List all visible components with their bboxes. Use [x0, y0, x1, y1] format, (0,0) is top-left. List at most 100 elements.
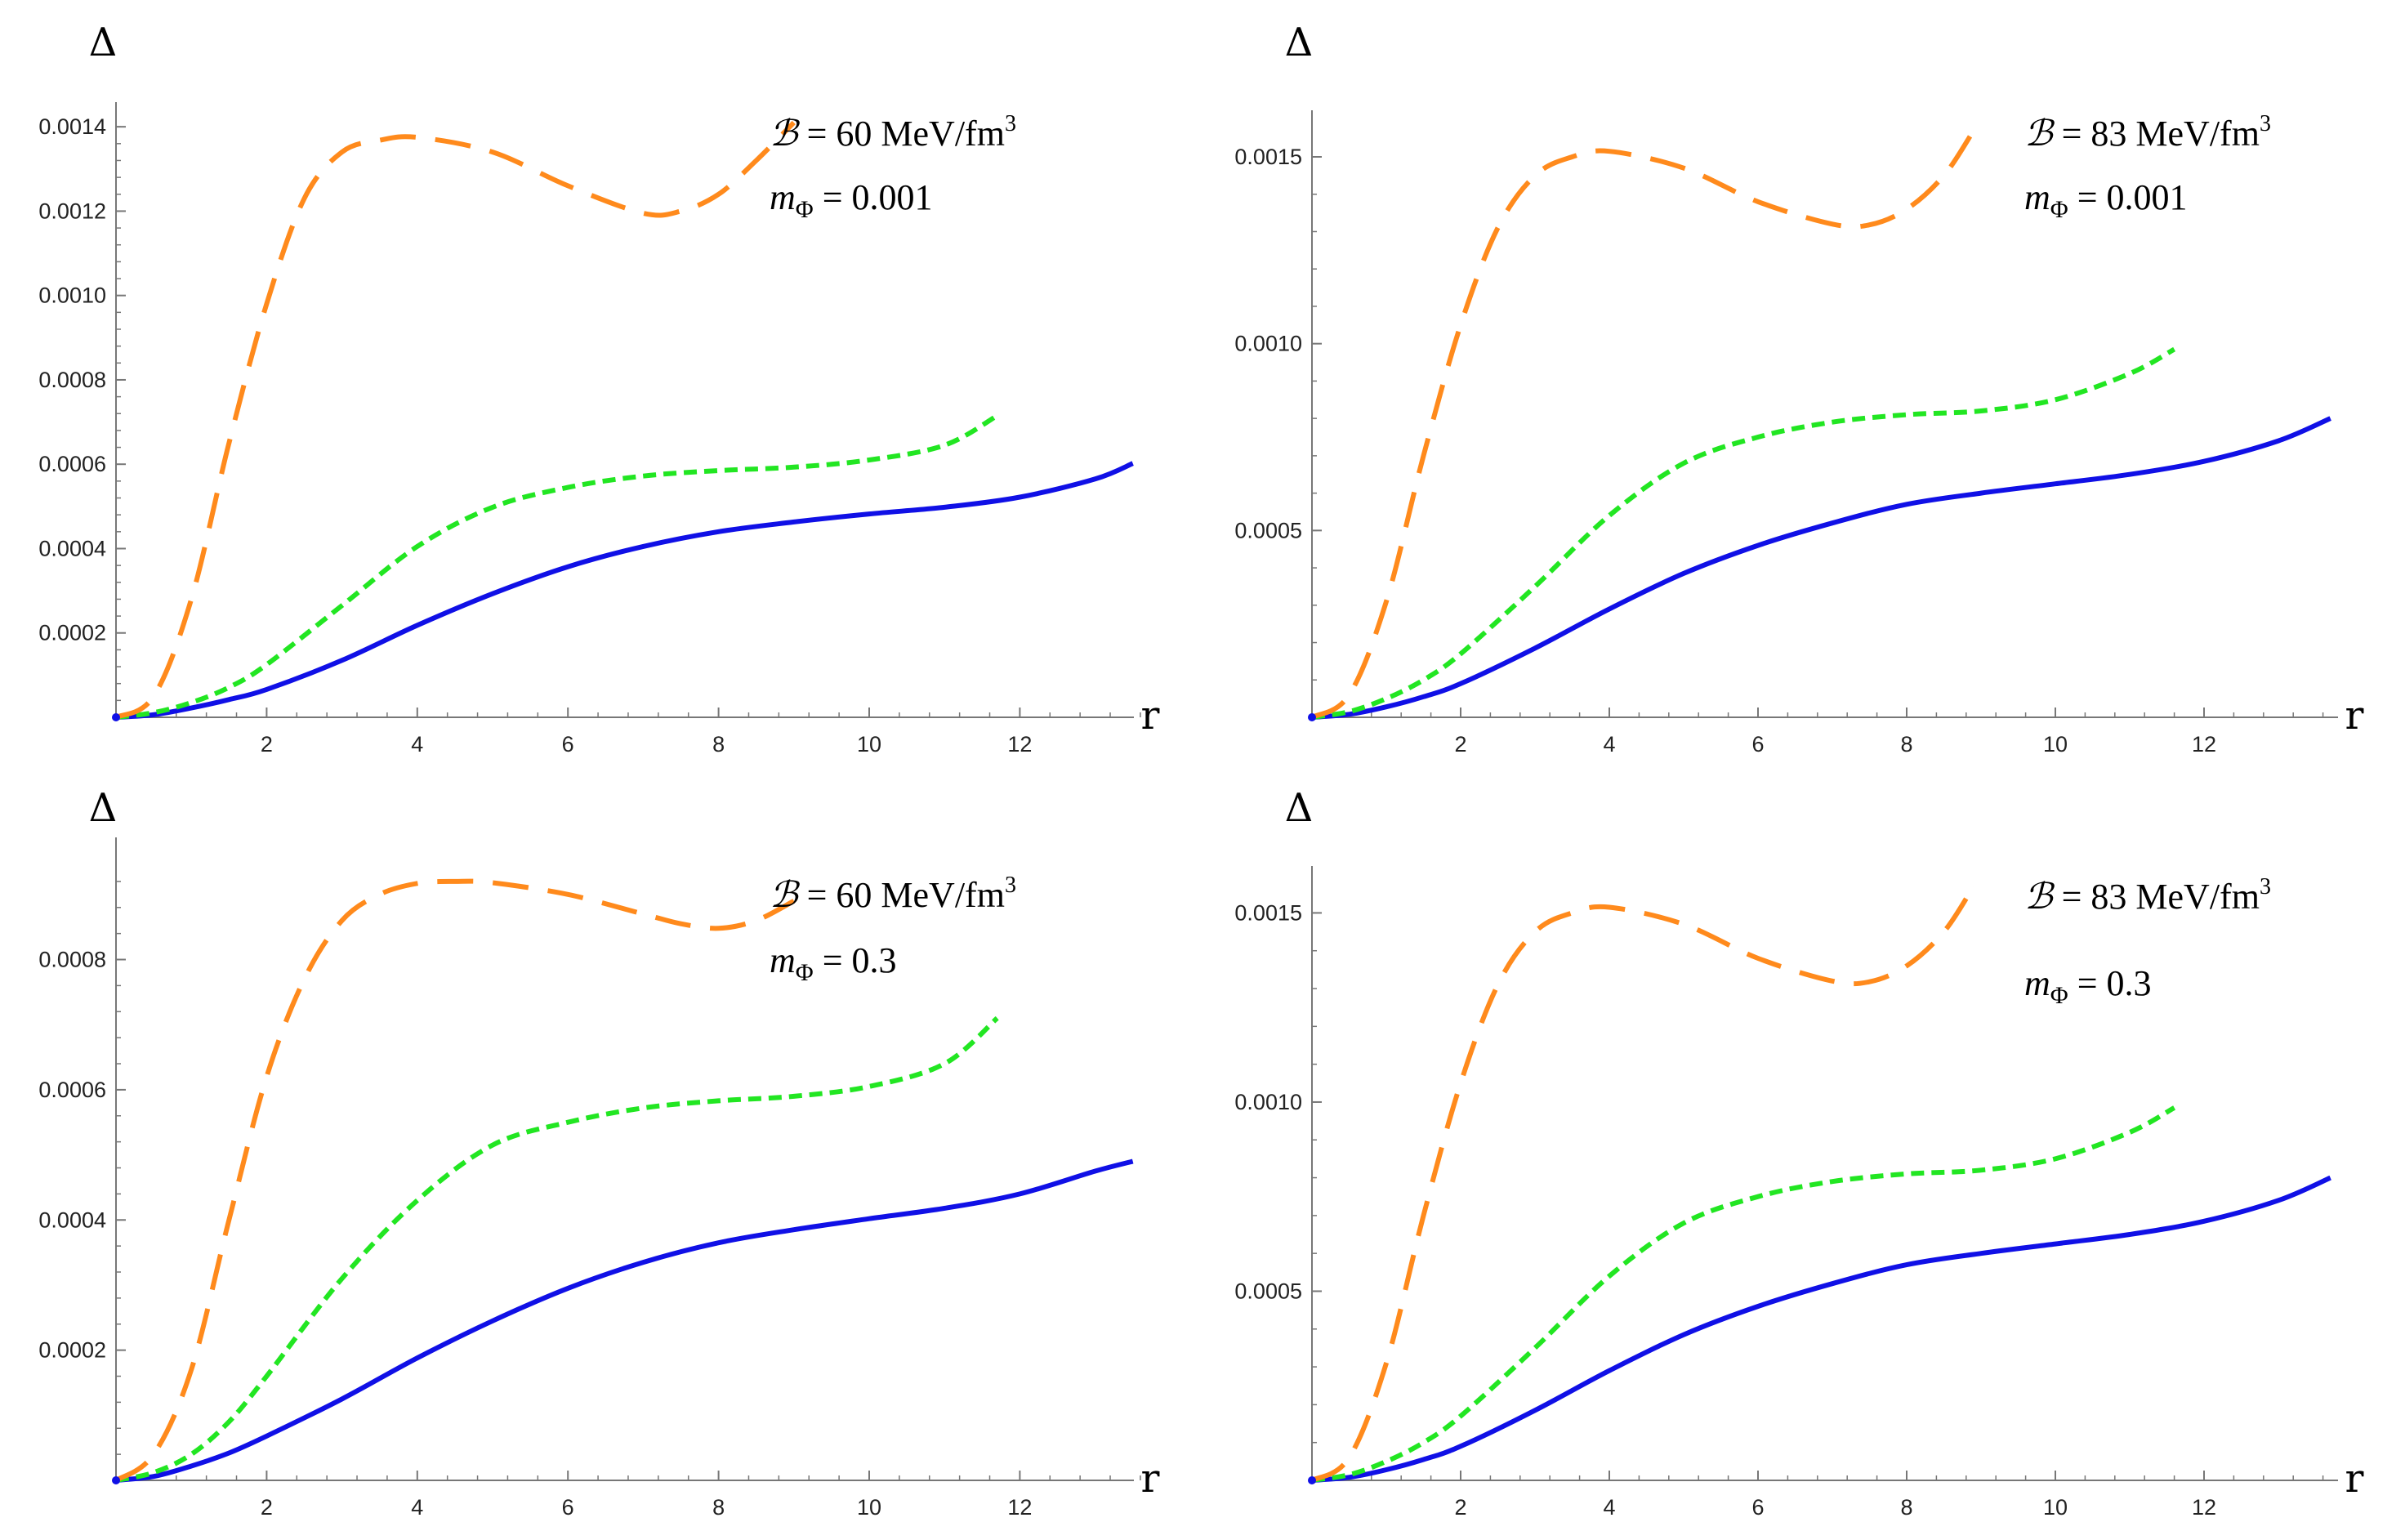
x-tick-label: 6	[562, 1495, 574, 1520]
annotation-bag-constant: ℬ = 83 MeV/fm3	[2024, 111, 2271, 154]
annotation-m-symbol: m	[770, 940, 796, 980]
annotation-b-exponent: 3	[2260, 874, 2271, 899]
data-point	[1385, 698, 1387, 699]
data-point	[153, 712, 154, 714]
data-point	[793, 466, 795, 468]
data-point	[1980, 410, 1982, 412]
data-point	[1609, 515, 1610, 516]
x-axis-label: r	[1141, 693, 1160, 739]
data-point	[1349, 711, 1350, 712]
data-point	[1572, 913, 1573, 914]
data-point	[718, 194, 720, 195]
data-point	[1349, 714, 1350, 716]
data-point	[1572, 156, 1573, 158]
data-point	[1460, 1446, 1461, 1448]
data-point	[643, 212, 645, 214]
data-point	[266, 1076, 268, 1078]
data-point	[2129, 474, 2131, 475]
data-point	[718, 1242, 720, 1243]
annotation-m-value: = 0.001	[2068, 177, 2188, 217]
data-point	[492, 882, 493, 884]
data-point	[1132, 462, 1134, 464]
x-axis-label: r	[1141, 1456, 1160, 1502]
annotation-b-symbol: ℬ	[2024, 877, 2055, 917]
data-point	[190, 1453, 192, 1455]
series-short-dash	[1311, 1105, 2176, 1483]
x-tick-label: 2	[1454, 1495, 1466, 1520]
data-point	[997, 1017, 998, 1019]
x-tick-label: 4	[1603, 1495, 1615, 1520]
data-point	[1757, 545, 1759, 547]
data-point	[341, 1278, 343, 1279]
data-point	[944, 444, 945, 446]
data-point	[1943, 175, 1945, 176]
data-point	[2203, 1221, 2205, 1222]
data-point	[153, 695, 154, 697]
series-solid	[1311, 416, 2331, 720]
data-point	[1460, 683, 1461, 685]
data-point	[643, 475, 645, 477]
data-point	[190, 1369, 192, 1371]
series-long-dash	[1310, 885, 1976, 1483]
annotation-b-symbol: ℬ	[2024, 114, 2055, 154]
y-tick-label: 0.0006	[38, 452, 106, 476]
data-point	[1534, 1347, 1536, 1349]
data-point	[1423, 455, 1425, 457]
annotation-mass: mΦ = 0.3	[2024, 963, 2152, 1009]
data-point	[1757, 1196, 1759, 1198]
x-tick-label: 8	[1900, 1495, 1912, 1520]
y-tick-label: 0.0010	[1234, 332, 1302, 356]
data-point	[756, 920, 757, 922]
x-tick-label: 2	[261, 1495, 273, 1520]
x-tick-label: 8	[712, 732, 725, 757]
data-point	[680, 211, 682, 212]
x-tick-label: 4	[411, 1495, 423, 1520]
annotation-mass: mΦ = 0.001	[770, 177, 933, 223]
y-tick-label: 0.0008	[38, 948, 106, 972]
data-point	[643, 1261, 645, 1263]
data-point	[2129, 1234, 2131, 1235]
data-point	[1609, 609, 1610, 610]
data-point	[1980, 493, 1982, 494]
data-point	[718, 531, 720, 533]
x-axis-label: r	[2345, 693, 2364, 739]
data-point	[1423, 1215, 1425, 1216]
data-point	[1832, 224, 1833, 225]
y-tick-label: 0.0004	[38, 1207, 106, 1232]
data-point	[229, 443, 230, 444]
y-axis-label: Δ	[89, 785, 118, 831]
data-point	[1385, 600, 1387, 602]
x-tick-label: 2	[1454, 732, 1466, 757]
data-point	[1973, 130, 1974, 132]
data-point	[417, 546, 418, 547]
data-point	[1980, 1169, 1982, 1171]
data-point	[229, 1421, 230, 1422]
x-tick-label: 12	[1007, 1495, 1032, 1520]
y-tick-label: 0.0015	[1234, 145, 1302, 169]
data-point	[492, 1145, 493, 1146]
x-tick-label: 8	[1900, 732, 1912, 757]
data-point	[997, 415, 998, 417]
y-tick-label: 0.0010	[38, 283, 106, 308]
y-tick-label: 0.0004	[38, 536, 106, 560]
data-point	[1349, 694, 1350, 696]
annotation-m-subscript: Φ	[2050, 982, 2068, 1009]
data-point	[1609, 1275, 1610, 1277]
data-point	[417, 882, 418, 884]
data-point	[1683, 573, 1684, 574]
data-point	[2278, 1200, 2279, 1202]
data-point	[190, 702, 192, 703]
data-point	[1683, 924, 1684, 926]
data-point	[1423, 1459, 1425, 1461]
x-tick-label: 12	[2192, 1495, 2216, 1520]
data-point	[229, 1219, 230, 1221]
data-point	[379, 140, 381, 141]
series-short-dash	[115, 413, 999, 720]
data-point	[2055, 1158, 2056, 1160]
origin-marker	[1308, 713, 1316, 721]
data-point	[680, 923, 682, 925]
data-point	[868, 459, 870, 461]
y-tick-label: 0.0005	[1234, 1279, 1302, 1303]
data-point	[454, 881, 456, 882]
data-point	[1385, 1469, 1387, 1471]
